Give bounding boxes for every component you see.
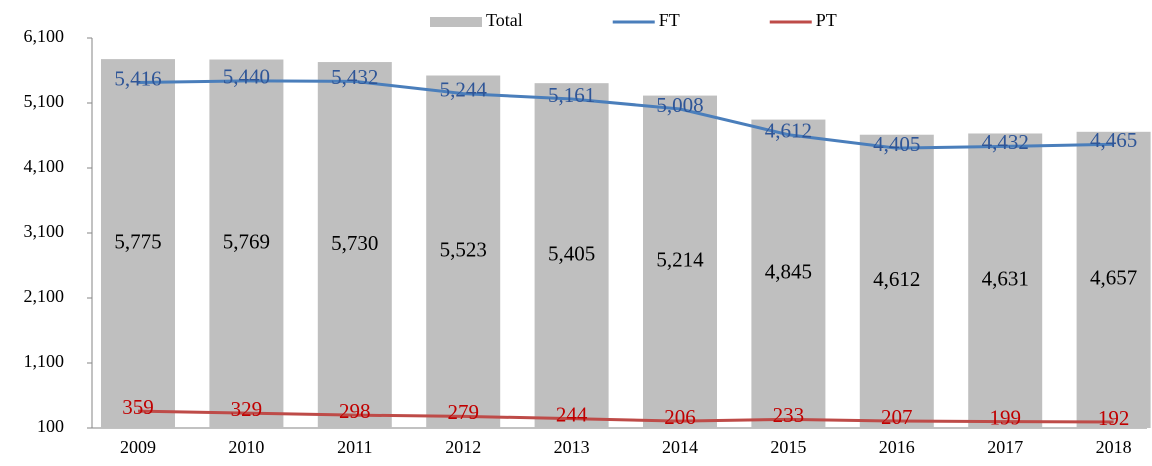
data-label: 5,769 [223,230,270,254]
bar [1076,131,1151,429]
y-tick-label: 4,100 [24,156,65,176]
y-tick-label: 5,100 [24,91,65,111]
y-tick-label: 100 [37,416,64,436]
data-label: 4,612 [765,119,812,143]
data-label: 279 [447,400,479,424]
bar [534,83,609,429]
x-tick-label: 2017 [987,437,1023,457]
bar [101,59,175,428]
x-tick-label: 2015 [770,437,806,457]
data-label: 5,775 [114,229,161,253]
bar [643,95,717,428]
y-tick-label: 3,100 [24,221,65,241]
y-tick-label: 2,100 [24,286,65,306]
data-label: 359 [122,395,154,419]
x-tick-label: 2009 [120,437,156,457]
bar [968,133,1043,429]
data-label: 4,432 [982,130,1029,154]
bar [209,59,284,428]
data-label: 5,405 [548,241,595,265]
legend-label: FT [659,10,680,30]
data-label: 4,612 [873,267,920,291]
x-tick-label: 2018 [1096,437,1132,457]
data-label: 5,440 [223,65,270,89]
data-label: 5,523 [440,238,487,262]
line [137,79,1114,150]
data-label: 4,845 [765,260,812,284]
data-label: 5,161 [548,83,595,107]
legend-label: PT [816,10,837,30]
data-label: 5,432 [331,65,378,89]
data-label: 244 [556,402,588,426]
data-label: 4,465 [1090,128,1137,152]
data-label: 206 [664,405,696,429]
x-tick-label: 2016 [879,437,915,457]
data-label: 192 [1098,406,1130,430]
y-tick-label: 1,100 [24,351,65,371]
data-label: 4,405 [873,132,920,156]
data-label: 5,214 [656,248,704,272]
legend-label: Total [486,10,523,30]
data-label: 4,631 [982,267,1029,291]
data-label: 5,730 [331,231,378,255]
x-tick-label: 2010 [228,437,264,457]
bar [317,62,392,429]
data-label: 5,008 [656,93,703,117]
x-tick-label: 2012 [445,437,481,457]
data-label: 329 [231,397,263,421]
legend-swatch [430,17,482,27]
bar [426,75,501,428]
y-tick-label: 6,100 [24,26,65,46]
line [137,409,1114,424]
x-tick-label: 2013 [554,437,590,457]
data-label: 5,416 [114,66,161,90]
data-label: 199 [989,405,1021,429]
bar [751,119,826,428]
data-label: 298 [339,399,371,423]
x-tick-label: 2011 [337,437,372,457]
bar [859,134,934,428]
data-label: 233 [773,403,805,427]
data-label: 5,244 [440,77,488,101]
data-label: 207 [881,405,913,429]
data-label: 4,657 [1090,266,1137,290]
x-tick-label: 2014 [662,437,698,457]
